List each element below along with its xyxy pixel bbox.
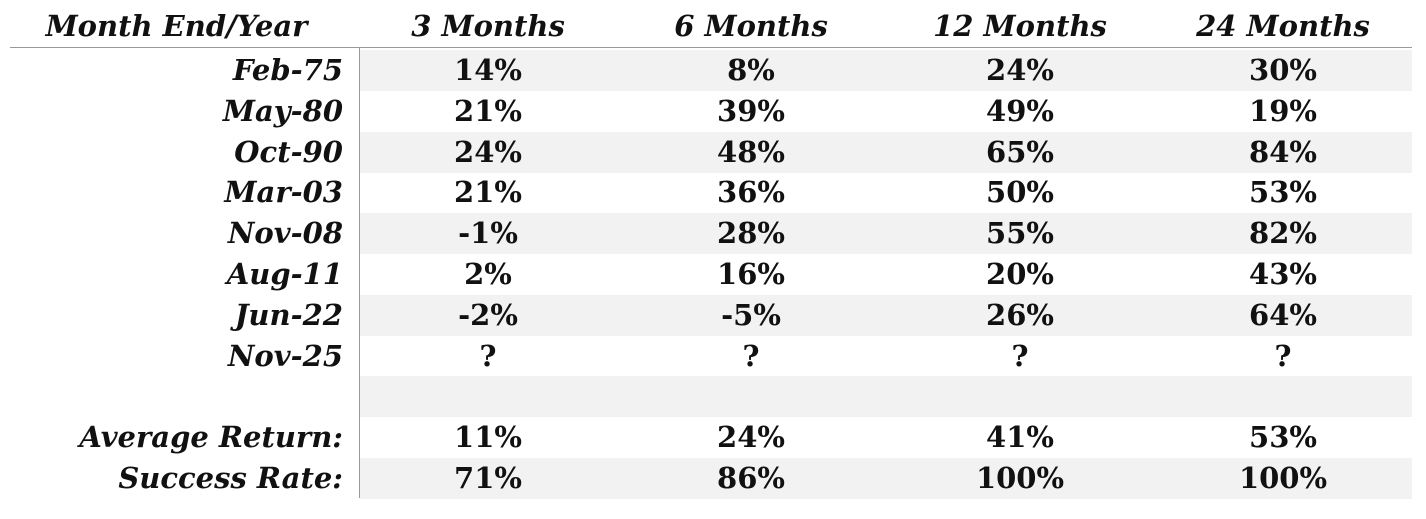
value-cell: 49% [986,93,1054,128]
value-cell: ? [1011,338,1029,373]
value-cell: -1% [458,216,518,251]
row-shade [360,131,1412,173]
value-cell: -5% [721,297,781,332]
value-cell: ? [742,338,760,373]
value-cell: 11% [454,420,522,455]
row-label: May-80 [222,93,343,128]
value-cell: 48% [717,134,785,169]
column-header: 12 Months [933,9,1107,43]
value-cell: ? [479,338,497,373]
value-cell: 39% [717,93,785,128]
value-cell: 65% [986,134,1054,169]
value-cell: 50% [986,175,1054,210]
value-cell: 21% [454,93,522,128]
value-cell: 100% [975,461,1065,495]
row-label: Feb-75 [232,53,343,87]
row-label: Aug-11 [226,257,343,291]
value-cell: 84% [1249,134,1317,169]
column-rule [359,47,360,498]
value-cell: 86% [717,461,785,495]
row-label: Success Rate: [118,461,343,495]
value-cell: 21% [454,175,522,210]
value-cell: 41% [986,420,1054,455]
header-rule [10,47,1412,48]
value-cell: 53% [1249,175,1317,210]
row-shade [360,458,1412,499]
row-label: Mar-03 [224,175,343,210]
value-cell: 64% [1249,297,1317,332]
column-header: 6 Months [674,9,828,43]
value-cell: 36% [717,175,785,210]
value-cell: 24% [454,134,522,169]
header-label: Month End/Year [45,9,308,43]
value-cell: 26% [986,297,1054,332]
column-header: 24 Months [1196,9,1370,43]
value-cell: 71% [454,461,522,495]
value-cell: 55% [986,216,1054,251]
value-cell: 8% [727,53,775,87]
row-shade [360,50,1412,91]
value-cell: 43% [1249,257,1317,291]
row-shade [360,213,1412,255]
row-label: Nov-08 [227,216,343,251]
row-shade [360,376,1412,418]
row-label: Oct-90 [234,134,343,169]
value-cell: 30% [1249,53,1317,87]
value-cell: 53% [1249,420,1317,455]
value-cell: 82% [1249,216,1317,251]
value-cell: 20% [986,257,1054,291]
value-cell: 16% [717,257,785,291]
value-cell: 24% [986,53,1054,87]
row-label: Nov-25 [227,338,343,373]
value-cell: ? [1274,338,1292,373]
value-cell: 19% [1249,93,1317,128]
value-cell: 2% [464,257,512,291]
row-label: Jun-22 [234,297,343,332]
value-cell: 14% [454,53,522,87]
value-cell: -2% [458,297,518,332]
value-cell: 24% [717,420,785,455]
column-header: 3 Months [411,9,565,43]
value-cell: 100% [1238,461,1328,495]
row-shade [360,294,1412,336]
value-cell: 28% [717,216,785,251]
row-label: Average Return: [79,420,343,455]
